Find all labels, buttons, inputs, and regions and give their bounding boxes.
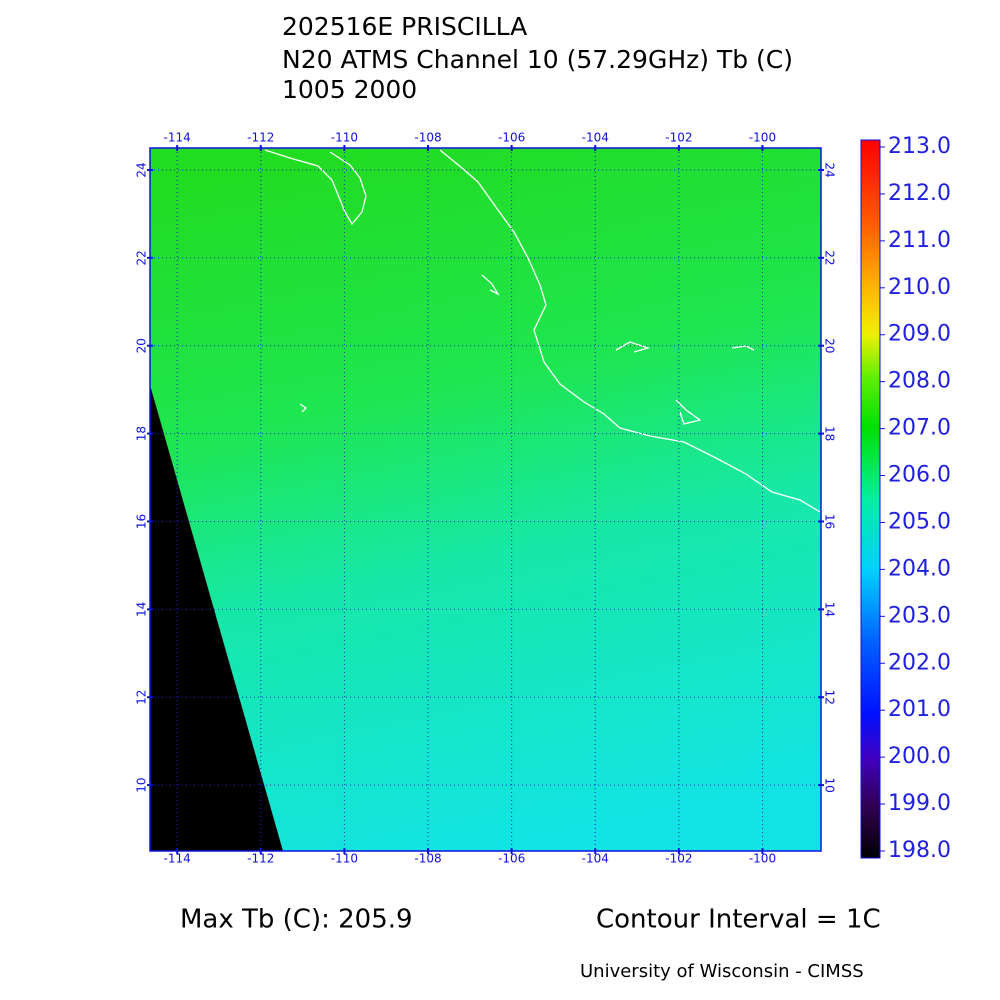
lon-label: -114 xyxy=(164,852,191,866)
map-frame xyxy=(149,147,822,852)
lat-label: 10 xyxy=(823,777,837,792)
lon-label: -104 xyxy=(582,852,609,866)
brightness-field xyxy=(150,148,821,851)
colorbar-ticks: 198.0 199.0 200.0 201.0 202.0 203.0 204.0 205.0… xyxy=(880,134,951,863)
lat-label: 24 xyxy=(135,162,149,177)
map-ticks: -114 -114 -112 -112 -110 -110 -108 -108 -106 -106… xyxy=(135,131,837,866)
colorbar-label: 203.0 xyxy=(888,603,951,628)
colorbar-label: 210.0 xyxy=(888,275,951,300)
colorbar-label: 209.0 xyxy=(888,322,951,347)
title-line: 202516E PRISCILLA xyxy=(282,12,527,41)
lat-label: 20 xyxy=(823,338,837,353)
lat-label: 14 xyxy=(823,602,837,617)
lon-label: -106 xyxy=(498,131,525,145)
credit: University of Wisconsin - CIMSS xyxy=(580,961,864,982)
lat-label: 24 xyxy=(823,162,837,177)
colorbar-label: 207.0 xyxy=(888,416,951,441)
lon-label: -104 xyxy=(582,131,609,145)
colorbar-label: 202.0 xyxy=(888,650,951,675)
coastline xyxy=(264,149,821,513)
contour-interval: Contour Interval = 1C xyxy=(596,905,881,935)
lon-label: -108 xyxy=(414,131,441,145)
colorbar-label: 198.0 xyxy=(888,838,951,863)
lat-label: 16 xyxy=(135,514,149,529)
title-line: 1005 2000 xyxy=(282,75,417,104)
lon-label: -112 xyxy=(247,852,274,866)
lon-label: -102 xyxy=(665,852,692,866)
lat-label: 22 xyxy=(823,250,837,265)
colorbar-label: 205.0 xyxy=(888,509,951,534)
lat-label: 18 xyxy=(135,426,149,441)
colorbar-label: 201.0 xyxy=(888,697,951,722)
colorbar-label: 200.0 xyxy=(888,744,951,769)
lat-label: 14 xyxy=(135,602,149,617)
lon-label: -110 xyxy=(331,852,358,866)
lon-label: -114 xyxy=(164,131,191,145)
lon-label: -106 xyxy=(498,852,525,866)
lon-label: -100 xyxy=(749,131,776,145)
colorbar-label: 213.0 xyxy=(888,134,951,159)
lat-label: 10 xyxy=(135,777,149,792)
lat-label: 18 xyxy=(823,426,837,441)
lon-label: -102 xyxy=(665,131,692,145)
colorbar xyxy=(860,139,881,859)
lon-label: -100 xyxy=(749,852,776,866)
lat-label: 22 xyxy=(135,250,149,265)
max-tb: Max Tb (C): 205.9 xyxy=(180,905,413,935)
lon-label: -112 xyxy=(247,131,274,145)
colorbar-label: 204.0 xyxy=(888,556,951,581)
colorbar-label: 211.0 xyxy=(888,228,951,253)
title-line: N20 ATMS Channel 10 (57.29GHz) Tb (C) xyxy=(282,45,793,74)
lat-label: 12 xyxy=(823,690,837,705)
colorbar-label: 212.0 xyxy=(888,181,951,206)
lon-label: -110 xyxy=(331,131,358,145)
colorbar-label: 206.0 xyxy=(888,463,951,488)
lat-label: 16 xyxy=(823,514,837,529)
colorbar-label: 199.0 xyxy=(888,791,951,816)
lat-label: 20 xyxy=(135,338,149,353)
colorbar-label: 208.0 xyxy=(888,369,951,394)
lon-label: -108 xyxy=(414,852,441,866)
lat-label: 12 xyxy=(135,690,149,705)
no-data-swath xyxy=(150,385,283,851)
